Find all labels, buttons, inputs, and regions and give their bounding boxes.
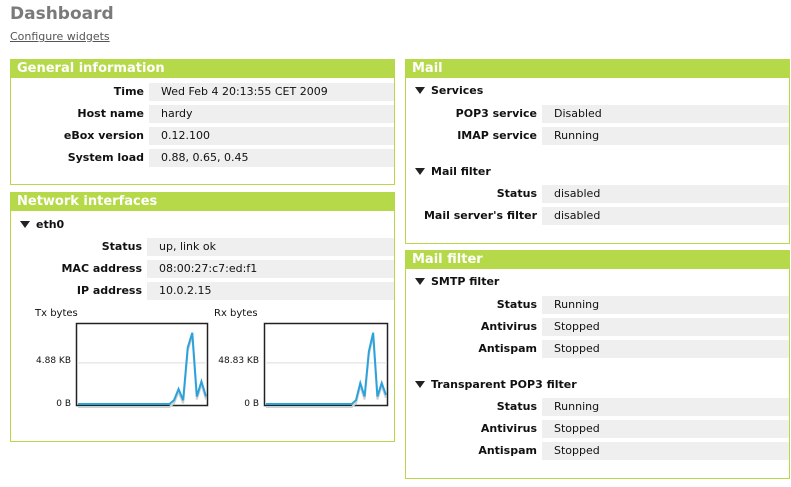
row-value: 0.12.100: [149, 127, 394, 145]
row-label: Antispam: [478, 444, 537, 457]
row-mail-server-filter: Mail server's filter disabled: [406, 207, 789, 225]
row-imap-service: IMAP service Running: [406, 127, 789, 145]
row-pop3-service: POP3 service Disabled: [406, 105, 789, 123]
row-label: Status: [496, 400, 537, 413]
rx-bytes-series-line: [266, 332, 387, 405]
row-value: Wed Feb 4 20:13:55 CET 2009: [149, 83, 394, 101]
page-title: Dashboard: [10, 4, 114, 24]
configure-widgets-link[interactable]: Configure widgets: [10, 30, 110, 43]
row-value: Running: [542, 127, 789, 145]
rx-bytes-graph: [263, 322, 389, 408]
row-label: Antivirus: [480, 320, 537, 333]
smtp-filter-section-toggle[interactable]: SMTP filter: [415, 274, 499, 290]
row-label: IMAP service: [457, 129, 537, 142]
collapse-triangle-icon: [415, 380, 425, 388]
row-value: up, link ok: [147, 238, 394, 256]
row-system-load: System load 0.88, 0.65, 0.45: [11, 149, 394, 167]
section-title: Services: [431, 84, 484, 97]
row-value: 10.0.2.15: [147, 282, 394, 300]
row-label: IP address: [76, 284, 142, 297]
tx-axis-max-label: 4.88 KB: [36, 356, 71, 366]
row-label: POP3 service: [455, 107, 537, 120]
row-status: Status disabled: [406, 185, 789, 203]
widget-title: Mail filter: [406, 251, 789, 269]
mail-filter-widget: Mail filter SMTP filter Status Running A…: [405, 250, 790, 479]
row-value: Disabled: [542, 105, 789, 123]
general-information-widget: General information Time Wed Feb 4 20:13…: [10, 59, 395, 185]
rx-axis-min-label: 0 B: [244, 399, 259, 409]
row-value: disabled: [542, 207, 789, 225]
interface-name: eth0: [36, 218, 65, 231]
rx-bytes-frame: [263, 322, 389, 407]
tx-bytes-graph: [75, 322, 209, 408]
row-label: Status: [496, 298, 537, 311]
row-value: Stopped: [542, 420, 789, 438]
row-host-name: Host name hardy: [11, 105, 394, 123]
row-label: Status: [101, 240, 142, 253]
collapse-triangle-icon: [415, 167, 425, 175]
widget-title: Network interfaces: [11, 193, 394, 211]
row-value: 0.88, 0.65, 0.45: [149, 149, 394, 167]
row-label: MAC address: [61, 262, 142, 275]
interface-eth0-toggle[interactable]: eth0: [20, 217, 64, 233]
mail-filter-section-toggle[interactable]: Mail filter: [415, 164, 491, 180]
collapse-triangle-icon: [20, 220, 30, 228]
row-value: Stopped: [542, 340, 789, 358]
row-value: hardy: [149, 105, 394, 123]
section-title: Transparent POP3 filter: [431, 378, 577, 391]
services-section-toggle[interactable]: Services: [415, 83, 483, 99]
row-antivirus: Antivirus Stopped: [406, 420, 789, 438]
row-label: eBox version: [63, 129, 144, 142]
row-value: Stopped: [542, 442, 789, 460]
collapse-triangle-icon: [415, 86, 425, 94]
row-ebox-version: eBox version 0.12.100: [11, 127, 394, 145]
rx-graph-label: Rx bytes: [214, 308, 258, 319]
tx-bytes-frame: [75, 322, 209, 407]
row-antivirus: Antivirus Stopped: [406, 318, 789, 336]
mail-widget: Mail Services POP3 service Disabled IMAP…: [405, 59, 790, 244]
network-interfaces-widget: Network interfaces eth0 Status up, link …: [10, 192, 395, 442]
row-label: System load: [67, 151, 144, 164]
row-label: Host name: [77, 107, 144, 120]
section-title: Mail filter: [431, 165, 491, 178]
row-label: Status: [496, 187, 537, 200]
row-antispam: Antispam Stopped: [406, 442, 789, 460]
row-label: Mail server's filter: [423, 209, 537, 222]
section-title: SMTP filter: [431, 275, 500, 288]
tx-axis-min-label: 0 B: [56, 399, 71, 409]
row-value: Running: [542, 296, 789, 314]
pop3-filter-section-toggle[interactable]: Transparent POP3 filter: [415, 377, 577, 393]
row-value: Running: [542, 398, 789, 416]
row-mac-address: MAC address 08:00:27:c7:ed:f1: [11, 260, 394, 278]
row-label: Time: [113, 85, 144, 98]
row-status: Status up, link ok: [11, 238, 394, 256]
collapse-triangle-icon: [415, 277, 425, 285]
row-status: Status Running: [406, 296, 789, 314]
row-time: Time Wed Feb 4 20:13:55 CET 2009: [11, 83, 394, 101]
row-value: disabled: [542, 185, 789, 203]
widget-title: Mail: [406, 60, 789, 78]
rx-axis-max-label: 48.83 KB: [218, 356, 259, 366]
row-status: Status Running: [406, 398, 789, 416]
row-ip-address: IP address 10.0.2.15: [11, 282, 394, 300]
tx-graph-label: Tx bytes: [35, 308, 78, 319]
row-value: 08:00:27:c7:ed:f1: [147, 260, 394, 278]
row-label: Antivirus: [480, 422, 537, 435]
widget-title: General information: [11, 60, 394, 78]
tx-bytes-series-line: [78, 332, 207, 405]
row-label: Antispam: [478, 342, 537, 355]
row-value: Stopped: [542, 318, 789, 336]
row-antispam: Antispam Stopped: [406, 340, 789, 358]
